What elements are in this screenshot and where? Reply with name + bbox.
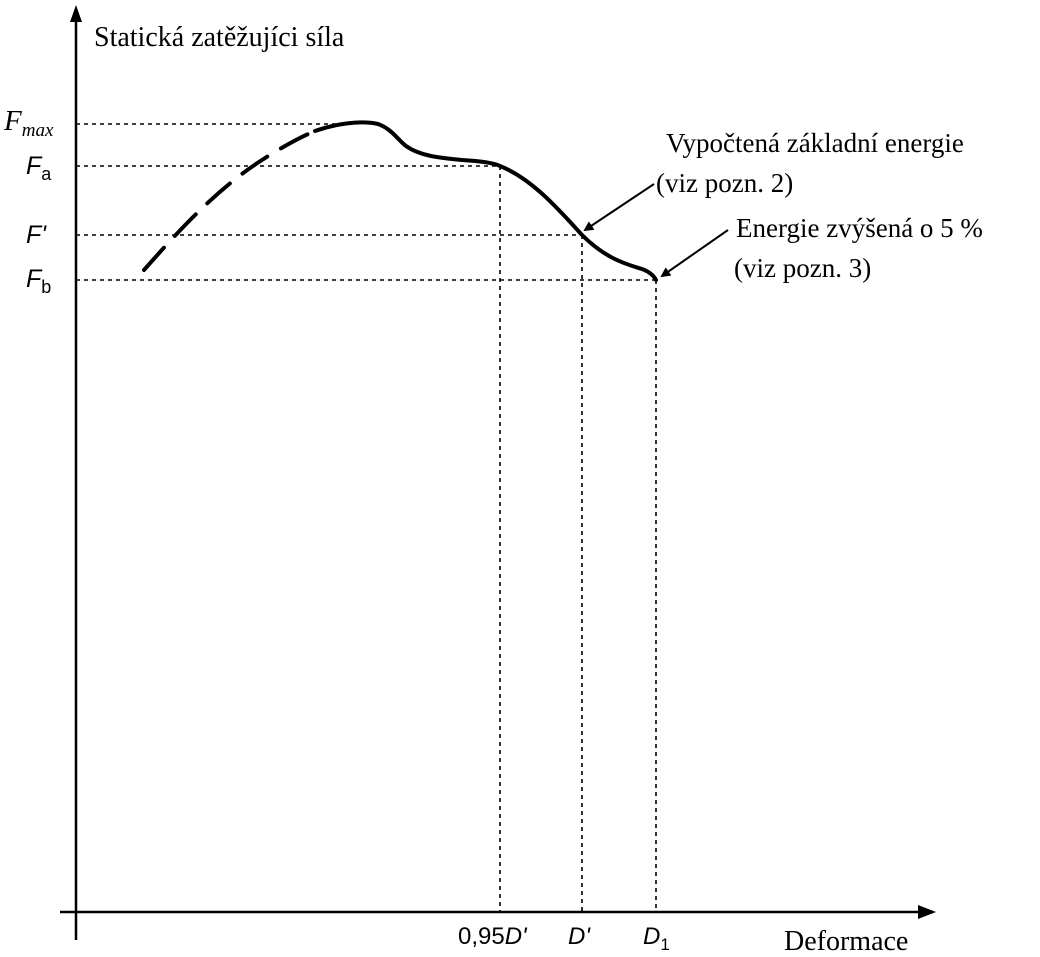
annotation-calc-line1: Vypočtená základní energie <box>666 128 964 158</box>
annotation-plus5-arrow <box>660 229 729 278</box>
x-tick-labels: 0,95D' D' D1 <box>458 923 670 954</box>
y-tick-fmax: Fmax <box>3 105 54 141</box>
y-tick-labels: Fmax Fa F' Fb <box>3 105 54 297</box>
x-tick-d095: 0,95D' <box>458 923 528 950</box>
annotation-plus5-line2: (viz pozn. 3) <box>734 253 871 283</box>
guide-lines <box>76 123 657 912</box>
x-axis-arrow <box>918 905 936 919</box>
curve-solid-segment <box>313 120 658 282</box>
y-tick-fprime: F' <box>26 221 47 249</box>
y-tick-fa: Fa <box>26 152 52 184</box>
x-tick-d1: D1 <box>643 923 670 954</box>
x-axis-title: Deformace <box>784 926 908 957</box>
axes <box>60 5 936 940</box>
annotation-plus5-line1: Energie zvýšená o 5 % <box>736 213 983 243</box>
y-axis-arrow <box>70 5 82 22</box>
annotation-energy-plus-5: Energie zvýšená o 5 % (viz pozn. 3) <box>660 213 983 283</box>
series-curve <box>142 120 658 282</box>
y-axis-title: Statická zatěžujíci síla <box>94 22 345 53</box>
curve-dashed-segment <box>142 129 317 272</box>
y-tick-fb: Fb <box>26 265 51 297</box>
annotation-calc-arrow <box>583 183 655 232</box>
annotation-calculated-energy: Vypočtená základní energie (viz pozn. 2) <box>583 128 964 232</box>
annotation-calc-line2: (viz pozn. 2) <box>656 168 793 198</box>
x-tick-dprime: D' <box>568 923 591 950</box>
